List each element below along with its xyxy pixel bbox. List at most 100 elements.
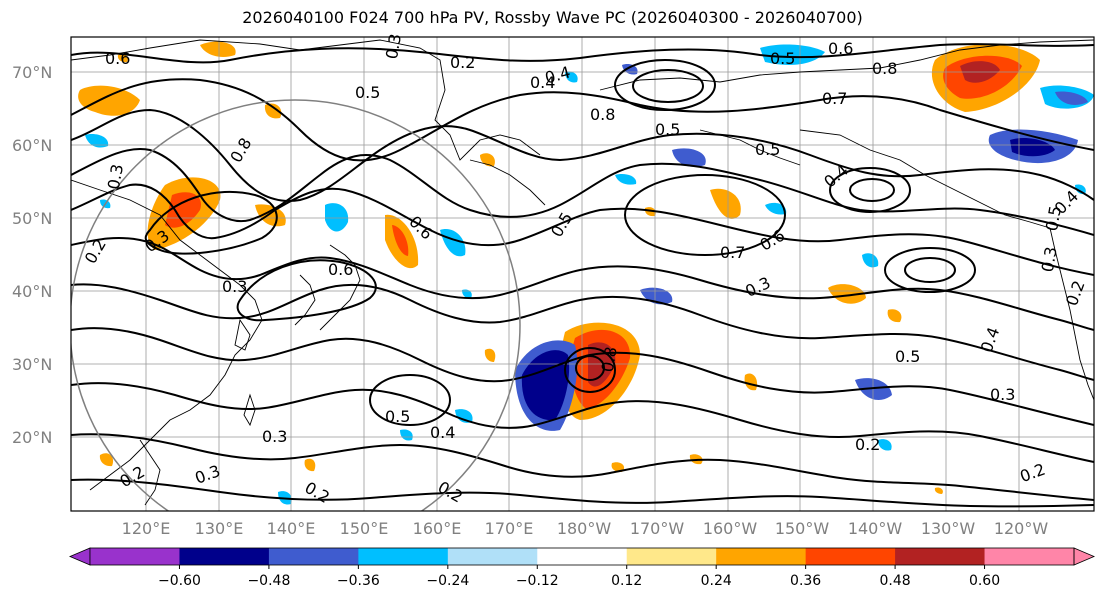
contour-label: 0.5 xyxy=(355,83,380,102)
negative-anomaly-patch xyxy=(760,44,825,65)
lat-label: 20°N xyxy=(12,428,52,447)
positive-anomaly-patch xyxy=(392,225,409,256)
positive-anomaly-patch xyxy=(887,309,902,323)
lon-label: 130°W xyxy=(921,519,976,538)
colorbar-label: 0.36 xyxy=(790,573,821,589)
negative-anomaly-patch xyxy=(862,253,879,268)
map-title: 2026040100 F024 700 hPa PV, Rossby Wave … xyxy=(242,8,863,27)
contour-label: 0.5 xyxy=(655,120,680,139)
colorbar-label: 0.60 xyxy=(969,573,1000,589)
contour-label: 0.5 xyxy=(1042,204,1065,232)
colorbar-segment xyxy=(268,548,359,565)
contour-label: 0.3 xyxy=(1038,245,1061,273)
colorbar-segment xyxy=(626,548,717,565)
colorbar-segment xyxy=(537,548,628,565)
contour-label: 0.6 xyxy=(328,260,353,279)
reference-circle xyxy=(71,99,521,511)
graticule xyxy=(71,37,1094,511)
positive-anomaly-patch xyxy=(828,284,866,304)
contour-label: 0.3 xyxy=(104,163,127,191)
lat-label: 40°N xyxy=(12,282,52,301)
negative-anomaly-patch xyxy=(462,289,472,299)
colorbar: −0.60 −0.48 −0.36 −0.24 −0.12 0.12 0.24 0.36 0.4… xyxy=(68,547,1096,589)
contour-label: 0.3 xyxy=(990,385,1015,404)
lon-label: 150°W xyxy=(775,519,830,538)
lon-label: 150°E xyxy=(340,519,389,538)
pv-contours xyxy=(71,43,1094,508)
negative-anomaly-patch xyxy=(521,350,570,421)
longitude-labels: 120°E 130°E 140°E 150°E 160°E 170°E 180°… xyxy=(122,519,1049,538)
colorbar-label: −0.60 xyxy=(158,573,201,589)
contour-label: 0.5 xyxy=(770,49,795,68)
contour-label: 0.5 xyxy=(385,407,410,426)
contour-label: 0.8 xyxy=(590,105,615,124)
contour-label: 0.2 xyxy=(1062,278,1089,308)
positive-anomaly-patch xyxy=(165,192,201,228)
colorbar-segment xyxy=(90,548,180,565)
contour-label: 0.4 xyxy=(530,73,555,92)
colorbar-label: 0.48 xyxy=(880,573,911,589)
negative-anomaly-patch xyxy=(565,71,578,83)
contour-label: 0.3 xyxy=(382,32,405,60)
positive-anomaly-patch xyxy=(200,41,236,57)
positive-anomaly-patch xyxy=(255,204,286,227)
lon-label: 130°E xyxy=(195,519,244,538)
negative-anomaly-patch xyxy=(1010,138,1055,157)
positive-anomaly-patch xyxy=(264,103,282,119)
lon-label: 170°W xyxy=(630,519,685,538)
contour-label: 0.8 xyxy=(598,345,621,373)
contour-label: 0.5 xyxy=(755,140,780,159)
lon-label: 180°W xyxy=(557,519,612,538)
colorbar-extend-low xyxy=(68,547,91,566)
contour-label: 0.2 xyxy=(81,236,110,268)
lon-label: 120°W xyxy=(994,519,1049,538)
contour-label: 0.2 xyxy=(450,53,475,72)
negative-anomaly-patch xyxy=(765,202,787,215)
lon-label: 160°E xyxy=(413,519,462,538)
colorbar-label: −0.12 xyxy=(516,573,559,589)
positive-anomaly-patch xyxy=(484,348,496,362)
negative-anomaly-patch xyxy=(455,409,473,423)
colorbar-segment xyxy=(895,548,986,565)
contour-label: 0.3 xyxy=(262,427,287,446)
negative-anomaly-patch xyxy=(672,148,706,167)
contour-label: 0.4 xyxy=(977,325,1004,355)
plot-frame xyxy=(70,36,1095,512)
contour-label: 0.5 xyxy=(895,347,920,366)
positive-anomaly-patch xyxy=(744,373,758,391)
positive-anomaly-patch xyxy=(710,188,741,219)
contour-label: 0.3 xyxy=(192,461,222,488)
positive-anomaly-patch xyxy=(934,487,943,494)
colorbar-segment xyxy=(984,548,1075,565)
contour-label: 0.7 xyxy=(822,89,847,108)
colorbar-segment xyxy=(358,548,449,565)
contour-label: 0.7 xyxy=(720,243,745,262)
lat-label: 60°N xyxy=(12,136,52,155)
lon-label: 140°E xyxy=(267,519,316,538)
colorbar-segment xyxy=(716,548,807,565)
contour-label: 0.6 xyxy=(828,39,853,58)
latitude-labels: 70°N 60°N 50°N 40°N 30°N 20°N xyxy=(12,63,52,447)
contour-label: 0.5 xyxy=(547,209,576,241)
colorbar-segment xyxy=(179,548,270,565)
lon-label: 140°W xyxy=(848,519,903,538)
lon-label: 120°E xyxy=(122,519,171,538)
contour-label: 0.6 xyxy=(757,225,789,254)
colorbar-label: −0.24 xyxy=(426,573,469,589)
colorbar-label: 0.24 xyxy=(701,573,732,589)
positive-anomaly-patch xyxy=(304,458,316,472)
negative-anomaly-patch xyxy=(878,439,892,451)
lat-label: 70°N xyxy=(12,63,52,82)
colorbar-segment xyxy=(805,548,896,565)
contour-label: 0.2 xyxy=(1017,460,1047,487)
contour-label: 0.4 xyxy=(820,160,852,191)
negative-anomaly-patch xyxy=(325,203,349,232)
colorbar-extend-high xyxy=(1073,547,1096,566)
contour-label: 0.8 xyxy=(226,134,255,166)
negative-anomaly-patch xyxy=(1055,91,1088,105)
positive-anomaly-patch xyxy=(117,53,128,63)
contour-label: 0.8 xyxy=(872,59,897,78)
contour-label: 0.4 xyxy=(430,423,455,442)
colorbar-frame xyxy=(89,547,1075,566)
contour-label: 0.3 xyxy=(222,277,247,296)
